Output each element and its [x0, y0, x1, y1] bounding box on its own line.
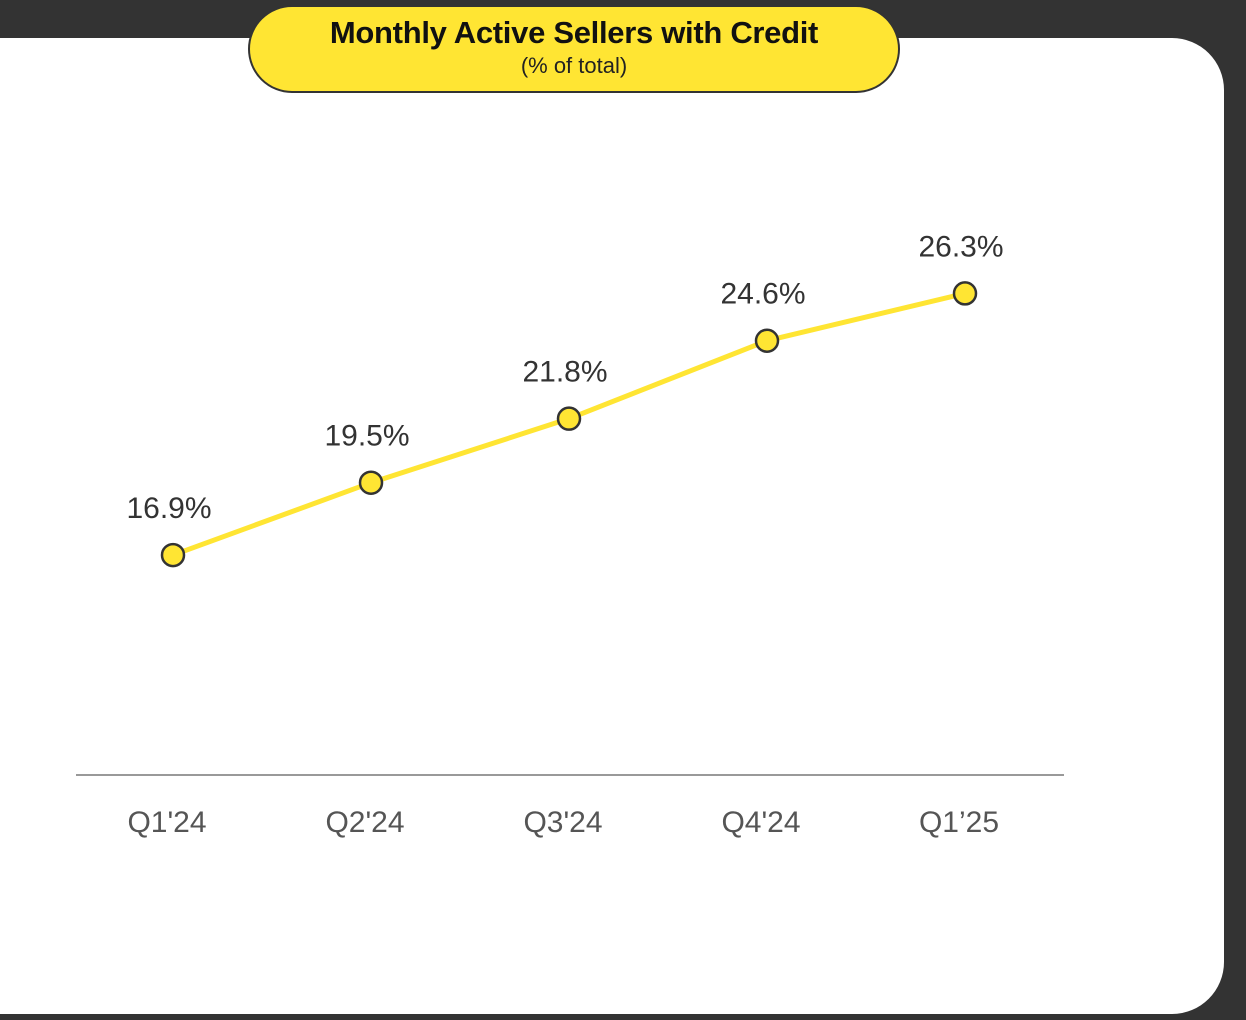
chart-panel [0, 38, 1224, 1014]
x-tick-labels: Q1'24 Q2'24 Q3'24 Q4'24 Q1’25 [127, 806, 999, 839]
data-point [754, 328, 780, 353]
data-label: 26.3% [918, 230, 1003, 263]
data-label: 24.6% [720, 278, 805, 311]
data-point [358, 470, 384, 495]
data-point [556, 406, 582, 431]
x-tick-label: Q1'24 [127, 806, 206, 839]
x-tick-label: Q4'24 [721, 806, 800, 839]
x-tick-label: Q1’25 [919, 806, 999, 839]
x-tick-label: Q2'24 [325, 806, 404, 839]
data-label: 19.5% [324, 420, 409, 453]
data-labels: 16.9% 19.5% 21.8% 24.6% 26.3% [126, 230, 1003, 525]
data-point [160, 542, 186, 568]
data-markers [160, 281, 978, 568]
title-badge: Monthly Active Sellers with Credit (% of… [248, 5, 900, 93]
chart-title: Monthly Active Sellers with Credit [329, 15, 819, 50]
chart-subtitle: (% of total) [520, 53, 628, 78]
data-label: 16.9% [126, 492, 211, 525]
data-label: 21.8% [522, 356, 607, 389]
data-point [952, 281, 978, 306]
x-tick-label: Q3'24 [523, 806, 602, 839]
